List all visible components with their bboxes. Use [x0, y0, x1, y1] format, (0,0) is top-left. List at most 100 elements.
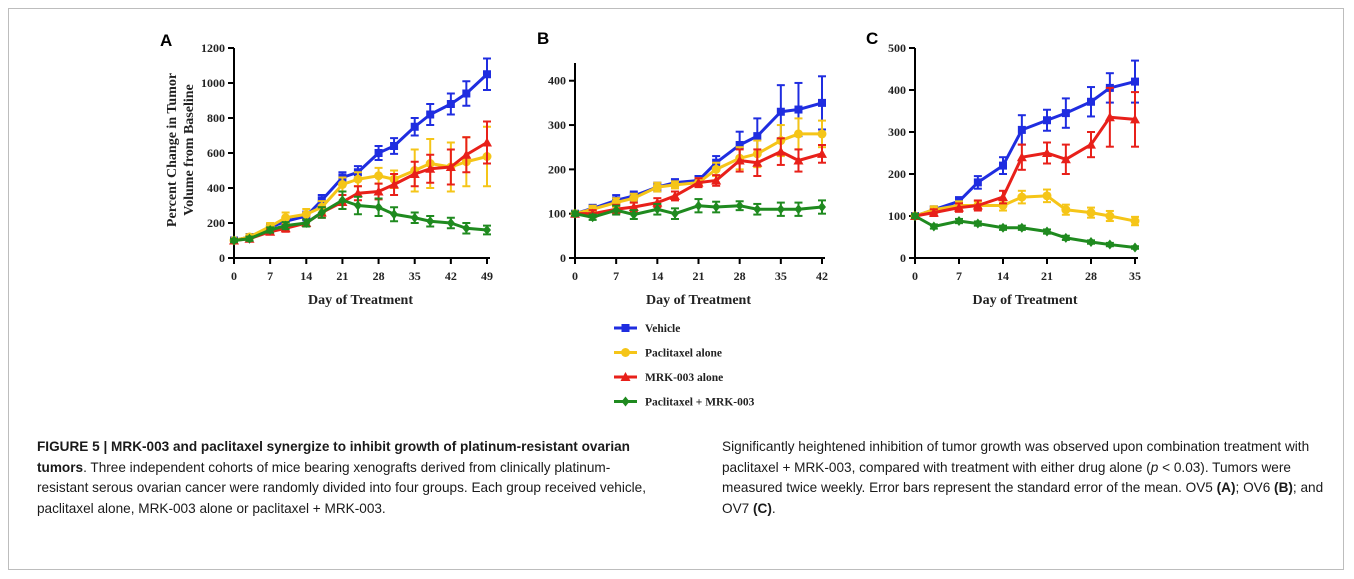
series-paclitaxel-mrk-003 [911, 211, 1139, 253]
data-point [1130, 114, 1140, 124]
data-point [1042, 191, 1052, 201]
series-vehicle [571, 75, 826, 218]
x-tick-label: 35 [1129, 269, 1141, 283]
data-point [301, 209, 311, 219]
caption-right-text: Significantly heightened inhibition of t… [722, 439, 1310, 475]
data-point [794, 105, 803, 114]
data-point [571, 208, 579, 219]
legend-marker [621, 396, 630, 407]
data-point [374, 171, 384, 181]
data-point [735, 200, 744, 211]
data-point [462, 89, 471, 98]
x-tick-label: 49 [481, 269, 493, 283]
data-point [281, 220, 290, 231]
caption-right-text: < 0.03). Tumors were measured twice week… [722, 459, 1291, 496]
y-tick-label: 400 [548, 74, 566, 88]
y-tick-label: 500 [888, 41, 906, 55]
caption-right-text: ; and OV7 [722, 480, 1324, 516]
data-point [753, 132, 762, 141]
data-point [337, 180, 347, 189]
legend-marker [621, 324, 630, 332]
caption-p-value: p [1150, 459, 1159, 475]
series-line [574, 101, 823, 216]
data-point [1087, 97, 1095, 106]
data-point [972, 200, 983, 210]
data-point [373, 186, 384, 196]
data-point [1016, 152, 1027, 162]
data-point [735, 140, 744, 149]
data-point [410, 122, 419, 131]
figure-frame [8, 8, 1344, 570]
data-point [410, 212, 419, 223]
data-point [694, 200, 703, 211]
series-paclitaxel-alone [910, 188, 1140, 227]
legend-item-vehicle: Vehicle [614, 323, 680, 335]
caption-ref-b: (B) [1274, 480, 1293, 495]
data-point [1130, 216, 1140, 226]
x-tick-label: 35 [775, 269, 787, 283]
data-point [461, 149, 472, 159]
data-point [1017, 125, 1026, 134]
data-point [793, 155, 804, 165]
x-tick-label: 42 [445, 269, 457, 283]
data-point [693, 177, 704, 187]
data-point [245, 233, 254, 244]
y-tick-label: 100 [548, 207, 566, 221]
data-point [629, 209, 638, 220]
x-tick-label: 28 [734, 269, 746, 283]
y-tick-label: 200 [207, 216, 225, 230]
chart-panel-c: 0 100 200 300 400 500 0 7 14 21 28 35 Day of Treatme… [888, 41, 1141, 308]
data-point [712, 202, 721, 213]
caption-left: FIGURE 5 | MRK-003 and paclitaxel synerg… [37, 437, 647, 519]
data-point [353, 200, 362, 211]
data-point [266, 225, 275, 235]
caption-left-body: . Three independent cohorts of mice bear… [37, 459, 647, 516]
data-point [817, 129, 827, 139]
x-tick-label: 0 [912, 269, 918, 283]
x-axis-title: Day of Treatment [646, 293, 751, 308]
caption-ref-a: (A) [1216, 480, 1236, 495]
caption-right: Significantly heightened inhibition of t… [722, 437, 1332, 519]
data-point [955, 216, 963, 227]
data-point [302, 218, 311, 228]
data-point [426, 110, 435, 119]
data-point [954, 202, 964, 212]
x-tick-label: 0 [231, 269, 237, 283]
data-point [999, 222, 1007, 233]
caption-right-text: ; OV6 [1235, 480, 1275, 495]
series-paclitaxel-mrk-003 [230, 190, 491, 246]
y-axis-title: Percent Change in Tumor Volume from Basel… [165, 73, 197, 227]
y-tick-label: 200 [888, 167, 906, 181]
data-point [1104, 112, 1115, 122]
data-point [446, 100, 455, 108]
series-line [233, 73, 489, 242]
data-point [462, 223, 471, 234]
data-point [1105, 211, 1115, 221]
data-point [389, 179, 400, 189]
data-point [818, 202, 826, 213]
data-point [317, 207, 326, 218]
legend-label: Paclitaxel alone [645, 348, 722, 360]
series-paclitaxel-mrk-003 [571, 198, 826, 223]
data-point [670, 180, 680, 190]
data-point [1017, 222, 1026, 233]
series-line [914, 214, 1136, 249]
x-tick-label: 14 [651, 269, 663, 283]
y-tick-label: 800 [207, 111, 225, 125]
y-tick-label: 100 [888, 209, 906, 223]
data-point [1017, 192, 1027, 202]
data-point [734, 155, 745, 165]
data-point [776, 107, 785, 116]
data-point [1087, 237, 1095, 248]
data-point [818, 98, 826, 107]
data-point [483, 70, 491, 79]
data-point [483, 225, 491, 235]
data-point [352, 188, 363, 198]
legend-label: MRK-003 alone [645, 372, 723, 384]
y-tick-label: 300 [888, 125, 906, 139]
panel-letter-c: C [866, 29, 878, 48]
data-point [1061, 205, 1071, 215]
legend-item-paclitaxel-mrk-003: Paclitaxel + MRK-003 [614, 396, 755, 409]
y-tick-label: 0 [560, 251, 566, 265]
chart-panel-a: 0 200 400 600 800 1000 1200 0 7 14 21 28 35 42 49 Day o… [165, 41, 493, 308]
